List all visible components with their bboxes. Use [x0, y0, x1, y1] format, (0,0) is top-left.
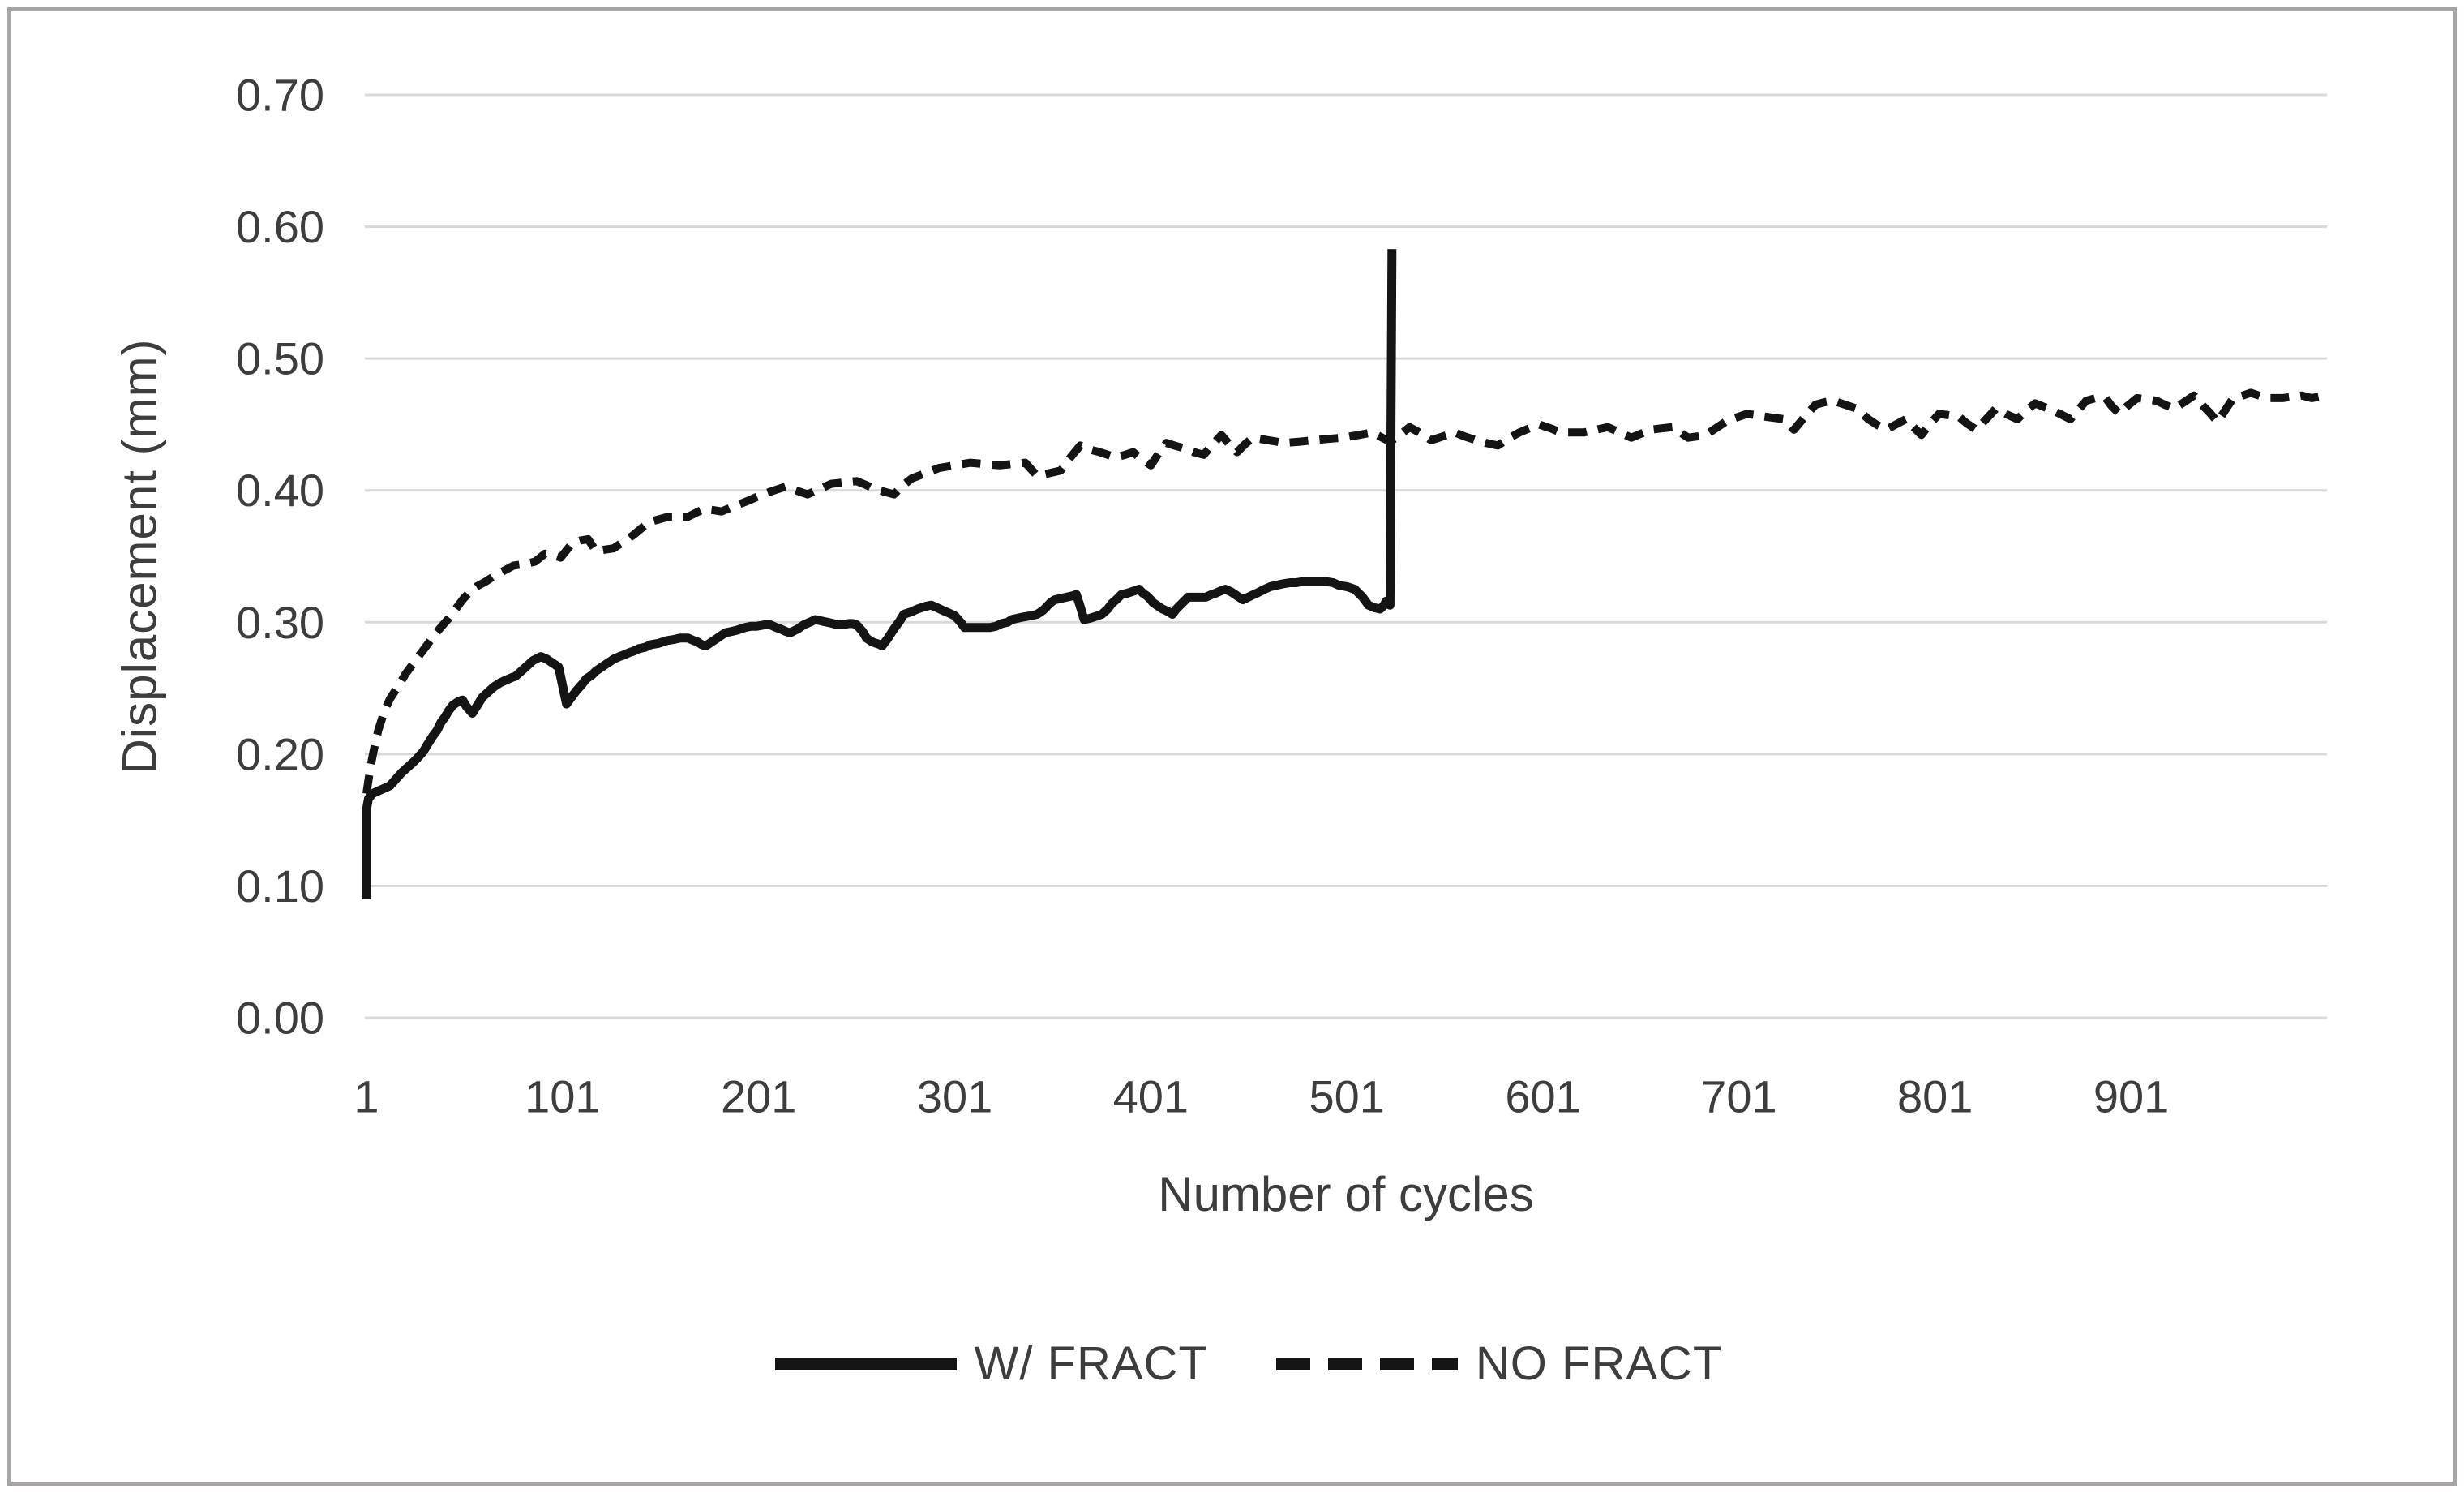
legend-dashed-line-sample	[1275, 1358, 1458, 1370]
y-axis-title: Displacement (mm)	[112, 338, 167, 774]
series-w-fract-line	[362, 249, 1397, 899]
x-tick-label: 801	[1897, 1071, 1973, 1122]
legend-label: NO FRACT	[1475, 1337, 1723, 1390]
x-tick-label: 501	[1309, 1071, 1384, 1122]
x-tick-label: 201	[721, 1071, 796, 1122]
y-tick-label: 0.70	[236, 70, 324, 121]
x-tick-label: 1	[354, 1071, 379, 1122]
legend-solid-line-sample	[774, 1358, 957, 1370]
legend-item-no-fract: NO FRACT	[1275, 1336, 1723, 1391]
x-tick-label: 601	[1505, 1071, 1580, 1122]
legend-label: W/ FRACT	[974, 1337, 1208, 1390]
legend-item-w-fract: W/ FRACT	[774, 1336, 1208, 1391]
y-tick-label: 0.40	[236, 465, 324, 516]
x-tick-label: 301	[917, 1071, 992, 1122]
y-tick-label: 0.30	[236, 597, 324, 648]
y-tick-label: 0.00	[236, 993, 324, 1044]
x-tick-label: 901	[2093, 1071, 2169, 1122]
series-no-fract-line	[362, 388, 2326, 795]
y-tick-label: 0.50	[236, 333, 324, 384]
y-tick-label: 0.10	[236, 860, 324, 912]
x-tick-label: 701	[1701, 1071, 1776, 1122]
legend: W/ FRACT NO FRACT	[0, 1336, 2464, 1391]
x-tick-label: 401	[1113, 1071, 1189, 1122]
x-axis-title: Number of cycles	[1158, 1167, 1534, 1221]
x-tick-label: 101	[525, 1071, 600, 1122]
y-tick-label: 0.60	[236, 201, 324, 252]
y-tick-label: 0.20	[236, 728, 324, 779]
